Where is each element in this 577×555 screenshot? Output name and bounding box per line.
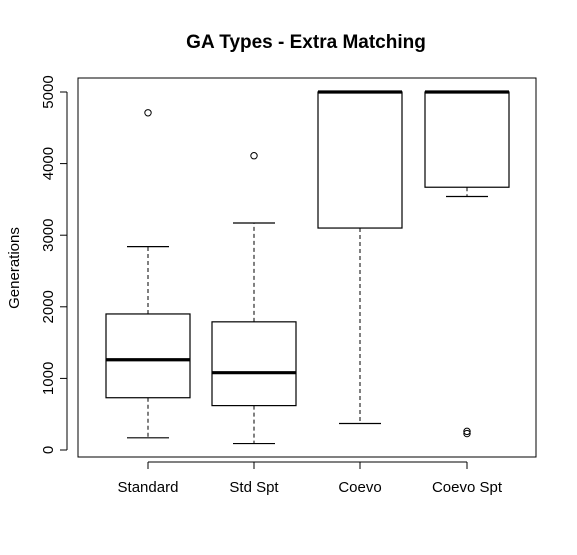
y-tick-label: 5000 (40, 75, 57, 108)
iqr-box (317, 91, 403, 229)
chart-title: GA Types - Extra Matching (186, 32, 426, 53)
y-tick-label: 3000 (40, 219, 57, 252)
x-tick-label: Standard (118, 479, 179, 496)
x-tick-label: Coevo (338, 479, 381, 496)
iqr-box (105, 313, 191, 399)
x-tick-label: Std Spt (229, 479, 279, 496)
box-coevo (317, 90, 403, 425)
y-tick-label: 4000 (40, 147, 57, 180)
box-standard (105, 109, 191, 439)
y-tick-label: 2000 (40, 290, 57, 323)
iqr-box (424, 91, 510, 188)
plot-frame (77, 77, 537, 458)
y-tick-label: 1000 (40, 362, 57, 395)
y-axis: 0 1000 2000 3000 4000 5000 (40, 75, 68, 454)
iqr-box (211, 321, 297, 407)
outlier-point (463, 427, 471, 436)
boxplot-series (105, 90, 510, 445)
box-coevo-spt (424, 90, 510, 438)
outlier-point (144, 109, 152, 117)
x-tick-label: Coevo Spt (432, 479, 503, 496)
x-axis: Standard Std Spt Coevo Coevo Spt (118, 461, 503, 496)
outlier-point (250, 152, 258, 160)
y-tick-label: 0 (40, 446, 57, 454)
outlier-point (463, 429, 471, 438)
box-std-spt (211, 152, 297, 445)
y-axis-label: Generations (6, 227, 23, 309)
